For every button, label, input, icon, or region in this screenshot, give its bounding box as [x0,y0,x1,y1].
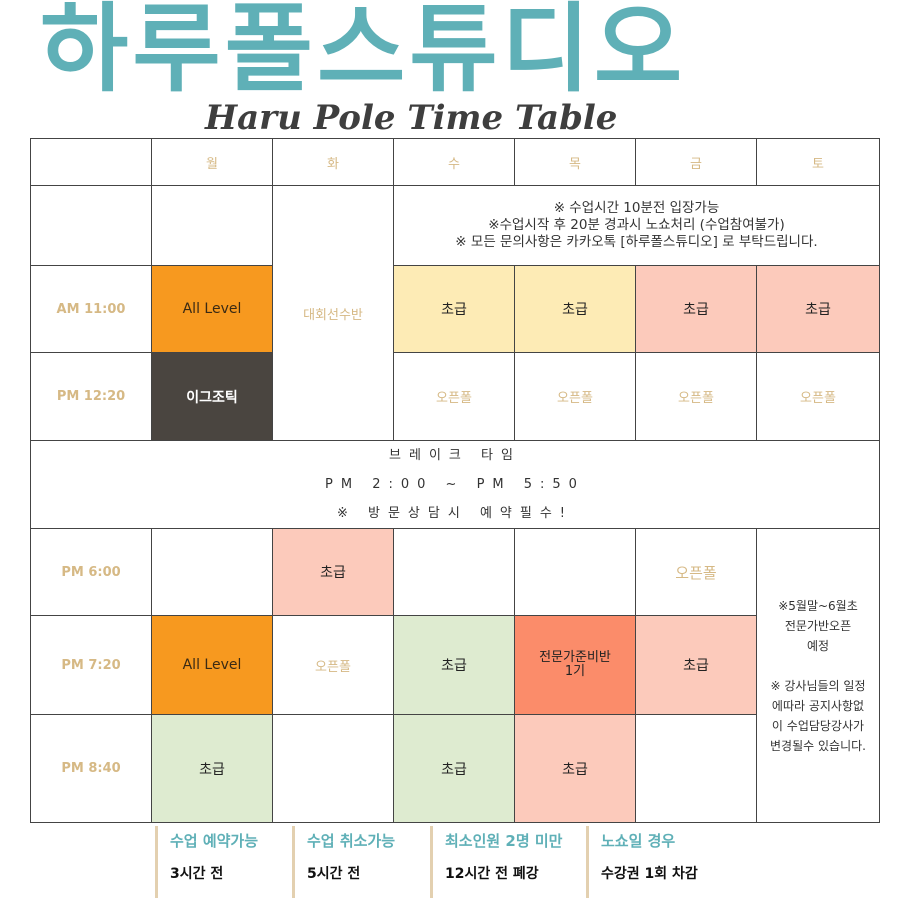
empty-cell [151,185,273,266]
policy-heading: 최소인원 2명 미만 [445,832,563,850]
empty-cell [393,528,515,616]
row-pm600: PM 6:00 초급 오픈폴 ※5월말~6월초 전문가반오픈 예정 ※ 강사님들… [30,528,880,823]
row-pm1220: PM 12:20 이그조틱 오픈폴 오픈폴 오픈폴 오픈폴 [30,352,880,441]
class-cell: 초급 [756,265,880,353]
class-cell: 초급 [635,265,757,353]
header-row: 월 화 수 목 금 토 [30,138,880,186]
row-am1100: AM 11:00 All Level 초급 초급 초급 초급 [30,265,880,353]
note-line: 전문가반오픈 [784,618,852,633]
row-pm720: PM 7:20 All Level 오픈폴 초급 전문가준비반 1기 초급 [30,615,880,715]
empty-cell [272,714,394,823]
day-fri: 금 [635,138,757,186]
break-note: ※ 방문상담시 예약필수! [336,506,573,521]
class-cell: 초급 [393,714,515,823]
time-label: PM 7:20 [30,615,152,715]
time-label: PM 8:40 [30,714,152,823]
break-hours: PM 2:00 ~ PM 5:50 [325,477,585,492]
note-spacer [757,656,879,676]
notice-line: ※ 모든 문의사항은 카카오톡 [하루폴스튜디오] 로 부탁드립니다. [455,234,818,250]
notice-line: ※수업시작 후 20분 경과시 노쇼처리 (수업참여불가) [488,217,785,233]
policy-value: 수강권 1회 차감 [601,866,698,882]
policy-value: 5시간 전 [307,866,361,882]
day-sat: 토 [756,138,880,186]
class-cell: 초급 [514,265,636,353]
policy-item: 수업 예약가능 3시간 전 [155,826,292,898]
class-cell: 오픈폴 [635,528,757,616]
class-cell: 초급 [514,714,636,823]
class-cell: 오픈폴 [393,352,515,441]
class-cell: All Level [151,615,273,715]
policy-value: 3시간 전 [170,866,224,882]
class-cell: 오픈폴 [272,615,394,715]
empty-cell [151,528,273,616]
empty-cell [635,714,757,823]
notice-line: ※ 수업시간 10분전 입장가능 [553,200,720,216]
class-cell: 초급 [393,615,515,715]
class-cell: 초급 [151,714,273,823]
note-line: 이 수업담당강사가 [771,718,865,733]
policy-value: 12시간 전 폐강 [445,866,539,882]
policy-heading: 노쇼일 경우 [601,832,676,850]
note-line: ※5월말~6월초 [778,598,858,613]
note-line: 예정 [806,638,830,653]
class-cell: 전문가준비반 1기 [514,615,636,715]
class-cell: 이그조틱 [151,352,273,441]
day-thu: 목 [514,138,636,186]
day-tue: 화 [272,138,394,186]
tue-competition-class: 대회선수반 [272,185,394,441]
break-row: 브레이크 타임 PM 2:00 ~ PM 5:50 ※ 방문상담시 예약필수! [30,440,880,529]
policy-item: 수업 취소가능 5시간 전 [292,826,430,898]
notice-box: ※ 수업시간 10분전 입장가능 ※수업시작 후 20분 경과시 노쇼처리 (수… [393,185,880,266]
policy-footer: 수업 예약가능 3시간 전 수업 취소가능 5시간 전 최소인원 2명 미만 12시간… [155,826,736,898]
time-label: PM 6:00 [30,528,152,616]
policy-item: 최소인원 2명 미만 12시간 전 폐강 [430,826,586,898]
class-cell: 오픈폴 [635,352,757,441]
empty-cell [514,528,636,616]
corner-cell [30,138,152,186]
policy-heading: 수업 취소가능 [307,832,396,850]
timetable: 월 화 수 목 금 토 대회선수반 ※ 수업시간 10분전 입장가능 ※수업시작… [30,138,880,823]
time-label: AM 11:00 [30,265,152,353]
policy-heading: 수업 예약가능 [170,832,259,850]
class-cell: 오픈폴 [514,352,636,441]
class-cell: 초급 [635,615,757,715]
timetable-subtitle: Haru Pole Time Table [205,98,618,138]
class-cell: All Level [151,265,273,353]
class-cell: 초급 [272,528,394,616]
notice-row: 대회선수반 ※ 수업시간 10분전 입장가능 ※수업시작 후 20분 경과시 노… [30,185,880,441]
empty-cell [30,185,152,266]
break-time-box: 브레이크 타임 PM 2:00 ~ PM 5:50 ※ 방문상담시 예약필수! [30,440,880,529]
class-cell: 오픈폴 [756,352,880,441]
class-label: 전문가준비반 1기 [539,650,611,679]
studio-title: 하루폴스튜디오 [40,0,687,105]
break-title: 브레이크 타임 [389,448,521,463]
row-pm840: PM 8:40 초급 초급 초급 [30,714,880,823]
day-wed: 수 [393,138,515,186]
note-line: ※ 강사님들의 일정 [770,678,866,693]
note-line: 변경될수 있습니다. [770,738,866,753]
sat-note: ※5월말~6월초 전문가반오픈 예정 ※ 강사님들의 일정 에따라 공지사항없 … [756,528,880,823]
day-mon: 월 [151,138,273,186]
note-line: 에따라 공지사항없 [771,698,865,713]
class-cell: 초급 [393,265,515,353]
time-label: PM 12:20 [30,352,152,441]
